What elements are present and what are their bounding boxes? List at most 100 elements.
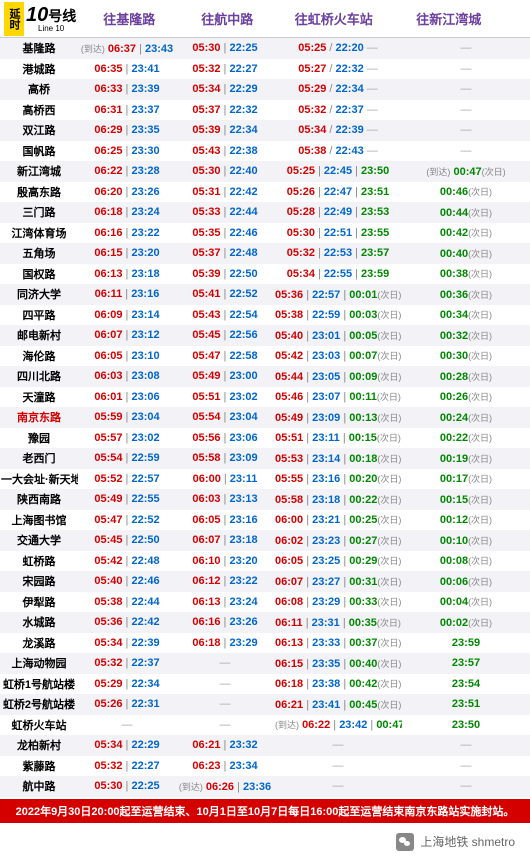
- time-cell: 06:05 | 23:10: [78, 346, 176, 367]
- time-cell: 05:32 | 22:27: [78, 756, 176, 777]
- station-name: 港城路: [0, 59, 78, 80]
- time-cell: 06:13 | 23:33 | 00:37(次日): [274, 633, 402, 654]
- table-row: 五角场06:15 | 23:2005:37 | 22:4805:32 | 22:…: [0, 243, 530, 264]
- time-cell: 05:38 | 22:59 | 00:03(次日): [274, 305, 402, 326]
- station-name: 虹桥火车站: [0, 715, 78, 736]
- time-cell: 23:57: [402, 653, 530, 674]
- time-cell: 05:25 | 22:45 | 23:50: [274, 161, 402, 182]
- station-name: 虹桥路: [0, 551, 78, 572]
- time-cell: 06:10 | 23:20: [176, 551, 274, 572]
- station-name: 南京东路: [0, 407, 78, 428]
- station-name: 海伦路: [0, 346, 78, 367]
- station-name: 一大会址·新天地: [0, 469, 78, 490]
- dest-4: 往新江湾城: [391, 9, 506, 28]
- time-cell: 06:23 | 23:34: [176, 756, 274, 777]
- time-cell: —: [176, 653, 274, 674]
- time-cell: 05:28 | 22:49 | 23:53: [274, 202, 402, 223]
- table-row: 高桥西06:31 | 23:3705:37 | 22:3205:32 / 22:…: [0, 100, 530, 121]
- time-cell: 05:41 | 22:52: [176, 284, 274, 305]
- time-cell: 05:29 / 22:34 —: [274, 79, 402, 100]
- time-cell: 06:00 | 23:21 | 00:25(次日): [274, 510, 402, 531]
- time-cell: 06:13 | 23:18: [78, 264, 176, 285]
- time-cell: 06:21 | 23:41 | 00:45(次日): [274, 694, 402, 715]
- time-cell: 00:22(次日): [402, 428, 530, 449]
- table-row: 基隆路(到达) 06:37 | 23:4305:30 | 22:2505:25 …: [0, 38, 530, 59]
- station-name: 老西门: [0, 448, 78, 469]
- table-row: 虹桥2号航站楼05:26 | 22:31—06:21 | 23:41 | 00:…: [0, 694, 530, 715]
- time-cell: —: [176, 694, 274, 715]
- station-name: 航中路: [0, 776, 78, 797]
- wechat-icon: [396, 833, 414, 851]
- time-cell: 05:34 | 22:29: [176, 79, 274, 100]
- time-cell: 00:38(次日): [402, 264, 530, 285]
- time-cell: 05:33 | 22:44: [176, 202, 274, 223]
- time-cell: —: [274, 735, 402, 756]
- time-cell: 05:46 | 23:07 | 00:11(次日): [274, 387, 402, 408]
- time-cell: 05:54 | 23:04: [176, 407, 274, 428]
- station-name: 五角场: [0, 243, 78, 264]
- time-cell: 05:26 | 22:47 | 23:51: [274, 182, 402, 203]
- time-cell: 05:45 | 22:50: [78, 530, 176, 551]
- time-cell: 05:54 | 22:59: [78, 448, 176, 469]
- station-name: 同济大学: [0, 284, 78, 305]
- time-cell: —: [402, 141, 530, 162]
- time-cell: 05:59 | 23:04: [78, 407, 176, 428]
- station-name: 上海图书馆: [0, 510, 78, 531]
- table-row: 陕西南路05:49 | 22:5506:03 | 23:1305:58 | 23…: [0, 489, 530, 510]
- time-cell: 05:35 | 22:46: [176, 223, 274, 244]
- time-cell: 05:44 | 23:05 | 00:09(次日): [274, 366, 402, 387]
- time-cell: 05:30 | 22:40: [176, 161, 274, 182]
- station-name: 龙溪路: [0, 633, 78, 654]
- time-cell: 05:39 | 22:34: [176, 120, 274, 141]
- time-cell: —: [176, 715, 274, 736]
- time-cell: 05:34 | 22:55 | 23:59: [274, 264, 402, 285]
- time-cell: 05:38 / 22:43 —: [274, 141, 402, 162]
- time-cell: 00:36(次日): [402, 284, 530, 305]
- time-cell: 05:55 | 23:16 | 00:20(次日): [274, 469, 402, 490]
- time-cell: 00:15(次日): [402, 489, 530, 510]
- time-cell: 00:42(次日): [402, 223, 530, 244]
- time-cell: 05:57 | 23:02: [78, 428, 176, 449]
- station-name: 江湾体育场: [0, 223, 78, 244]
- table-row: 水城路05:36 | 22:4206:16 | 23:2606:11 | 23:…: [0, 612, 530, 633]
- table-row: 海伦路06:05 | 23:1005:47 | 22:5805:42 | 23:…: [0, 346, 530, 367]
- table-row: 上海动物园05:32 | 22:37—06:15 | 23:35 | 00:40…: [0, 653, 530, 674]
- time-cell: 06:29 | 23:35: [78, 120, 176, 141]
- time-cell: 05:47 | 22:52: [78, 510, 176, 531]
- station-name: 国帆路: [0, 141, 78, 162]
- time-cell: 06:31 | 23:37: [78, 100, 176, 121]
- time-cell: 05:52 | 22:57: [78, 469, 176, 490]
- station-name: 殷高东路: [0, 182, 78, 203]
- station-name: 四川北路: [0, 366, 78, 387]
- time-cell: —: [402, 735, 530, 756]
- time-cell: —: [402, 756, 530, 777]
- table-row: 上海图书馆05:47 | 22:5206:05 | 23:1606:00 | 2…: [0, 510, 530, 531]
- time-cell: 05:40 | 23:01 | 00:05(次日): [274, 325, 402, 346]
- time-cell: 05:30 | 22:25: [176, 38, 274, 59]
- time-cell: 00:10(次日): [402, 530, 530, 551]
- table-row: 高桥06:33 | 23:3905:34 | 22:2905:29 / 22:3…: [0, 79, 530, 100]
- destination-headers: 往基隆路 往航中路 往虹桥火车站 往新江湾城: [80, 0, 530, 37]
- time-cell: 05:34 / 22:39 —: [274, 120, 402, 141]
- time-cell: (到达) 06:37 | 23:43: [78, 38, 176, 59]
- time-cell: 06:22 | 23:28: [78, 161, 176, 182]
- station-name: 交通大学: [0, 530, 78, 551]
- time-cell: 00:17(次日): [402, 469, 530, 490]
- station-name: 高桥: [0, 79, 78, 100]
- time-cell: 05:42 | 22:48: [78, 551, 176, 572]
- time-cell: 05:31 | 22:42: [176, 182, 274, 203]
- closure-notice: 2022年9月30日20:00起至运营结束、10月1日至10月7日每日16:00…: [0, 799, 530, 823]
- time-cell: 06:15 | 23:35 | 00:40(次日): [274, 653, 402, 674]
- station-name: 国权路: [0, 264, 78, 285]
- time-cell: 05:53 | 23:14 | 00:18(次日): [274, 448, 402, 469]
- time-cell: 06:16 | 23:22: [78, 223, 176, 244]
- time-cell: —: [402, 59, 530, 80]
- time-cell: 05:26 | 22:31: [78, 694, 176, 715]
- table-row: 宋园路05:40 | 22:4606:12 | 23:2206:07 | 23:…: [0, 571, 530, 592]
- time-cell: 05:47 | 22:58: [176, 346, 274, 367]
- table-row: 虹桥路05:42 | 22:4806:10 | 23:2006:05 | 23:…: [0, 551, 530, 572]
- time-cell: 23:51: [402, 694, 530, 715]
- time-cell: 00:44(次日): [402, 202, 530, 223]
- time-cell: 05:27 / 22:32 —: [274, 59, 402, 80]
- line-number-block: 10号线 Line 10: [26, 5, 76, 33]
